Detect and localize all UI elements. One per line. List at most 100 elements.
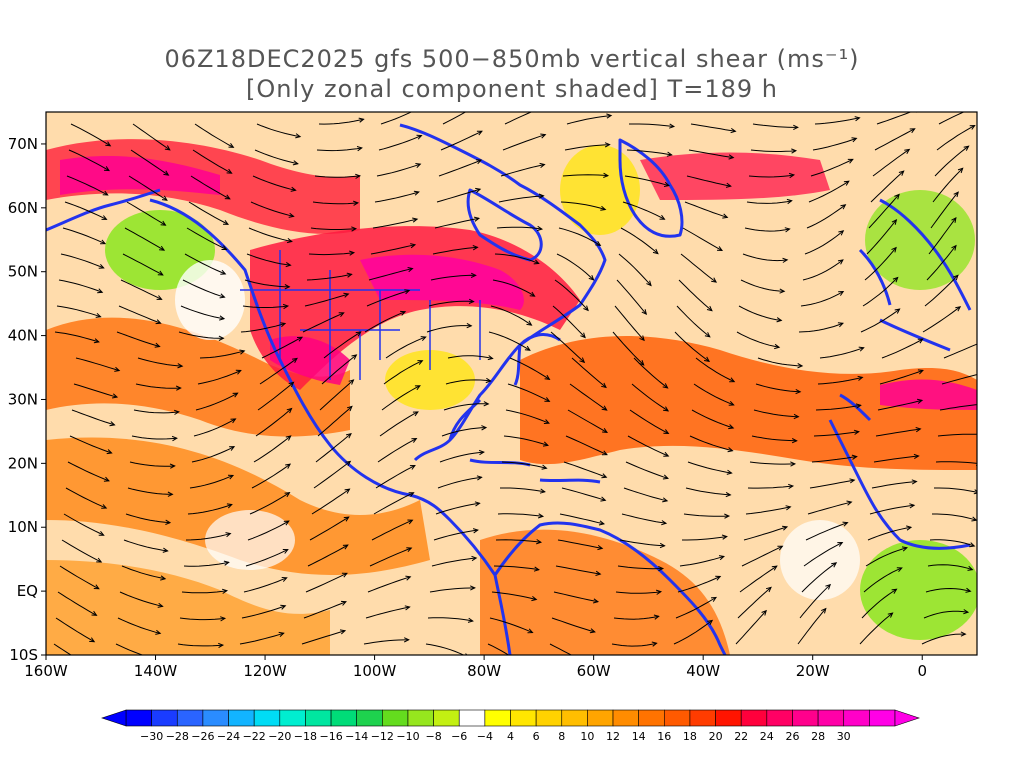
streamline-arrow <box>162 547 169 553</box>
streamline <box>186 227 227 250</box>
streamline <box>751 435 797 442</box>
streamline <box>126 201 166 226</box>
streamline <box>54 331 99 343</box>
streamline-arrow <box>898 170 905 176</box>
streamline-arrow <box>765 586 772 593</box>
lon-tick-label: 160W <box>24 662 68 680</box>
streamline <box>503 435 549 446</box>
streamline <box>71 409 115 426</box>
colorbar-bin <box>587 709 614 727</box>
streamline <box>434 217 479 229</box>
colorbar-bin <box>535 709 563 727</box>
streamline-arrow <box>894 193 900 200</box>
streamline <box>182 279 225 298</box>
streamline-arrow <box>477 102 482 106</box>
colorbar-label: 10 <box>580 730 594 743</box>
colorbar-label: 14 <box>632 730 646 743</box>
colorbar-label: −20 <box>268 730 291 743</box>
streamline-arrow <box>467 617 474 623</box>
streamline <box>863 567 902 593</box>
streamline <box>943 343 977 359</box>
streamline-arrow <box>851 454 858 460</box>
colorbar-bin <box>202 709 229 727</box>
streamline <box>616 279 647 315</box>
streamline-arrow <box>837 541 844 547</box>
streamline <box>313 461 351 489</box>
lat-tick-label: 10S <box>9 646 38 664</box>
streamline-arrow <box>536 225 544 232</box>
streamline-arrow <box>420 336 427 342</box>
streamline-arrow <box>355 331 362 337</box>
streamline <box>552 305 586 338</box>
streamline <box>374 191 419 203</box>
streamline <box>366 290 410 307</box>
streamline-arrow <box>103 476 110 482</box>
shear-band <box>480 529 730 655</box>
streamline <box>691 409 734 429</box>
streamline <box>249 492 290 515</box>
colorbar-label: −16 <box>319 730 342 743</box>
streamline-arrow <box>157 602 164 608</box>
streamline <box>180 305 225 320</box>
streamline-arrow <box>529 291 536 297</box>
streamline <box>311 488 350 515</box>
colorbar-bin <box>433 709 460 727</box>
streamline <box>560 201 606 210</box>
streamline <box>611 642 657 647</box>
streamline <box>363 639 409 645</box>
streamline-arrow <box>97 288 104 294</box>
streamline <box>373 492 414 515</box>
streamline <box>301 630 346 645</box>
streamline <box>62 227 106 245</box>
streamline <box>364 311 406 333</box>
streamline <box>131 435 177 440</box>
streamline <box>135 383 181 389</box>
streamline-arrow <box>228 143 235 148</box>
streamline-arrow <box>953 274 959 281</box>
streamline <box>801 562 837 593</box>
streamline <box>261 336 303 359</box>
streamline-arrow <box>951 244 957 251</box>
streamline <box>629 409 669 434</box>
streamline <box>57 591 97 616</box>
streamline <box>319 379 354 411</box>
streamline-arrow <box>340 600 347 606</box>
streamline-arrow <box>655 589 663 595</box>
streamline-arrow <box>478 449 485 456</box>
colorbar-label: 16 <box>657 730 671 743</box>
streamline-arrow <box>785 505 792 511</box>
streamline-arrow <box>346 405 353 412</box>
streamline <box>740 279 785 292</box>
streamline <box>377 438 417 463</box>
streamline <box>687 461 732 474</box>
shear-band <box>640 152 830 200</box>
streamline <box>442 112 467 125</box>
streamline-arrow <box>729 377 736 383</box>
streamline <box>443 403 489 411</box>
streamline <box>500 487 545 493</box>
streamline-arrow <box>353 200 360 206</box>
streamline <box>869 504 915 515</box>
streamline <box>677 576 721 593</box>
streamline <box>873 455 919 463</box>
streamline <box>306 273 352 281</box>
streamline <box>549 643 573 655</box>
streamline-arrow <box>840 204 847 210</box>
streamline-arrow <box>601 450 608 456</box>
streamline <box>115 643 144 655</box>
streamline <box>798 322 844 333</box>
streamline-arrow <box>417 106 422 110</box>
streamline-arrow <box>894 308 901 314</box>
streamline-arrow <box>788 172 796 179</box>
streamline-arrow <box>223 560 230 566</box>
colorbar-label: 20 <box>709 730 723 743</box>
streamline <box>615 591 661 594</box>
streamline <box>125 513 171 524</box>
streamline-arrow <box>288 212 295 218</box>
streamline <box>757 357 803 367</box>
streamline <box>315 433 352 463</box>
streamline-arrow <box>280 322 287 328</box>
streamline-arrow <box>784 227 791 233</box>
streamline <box>312 201 358 205</box>
streamline-arrow <box>98 263 105 269</box>
